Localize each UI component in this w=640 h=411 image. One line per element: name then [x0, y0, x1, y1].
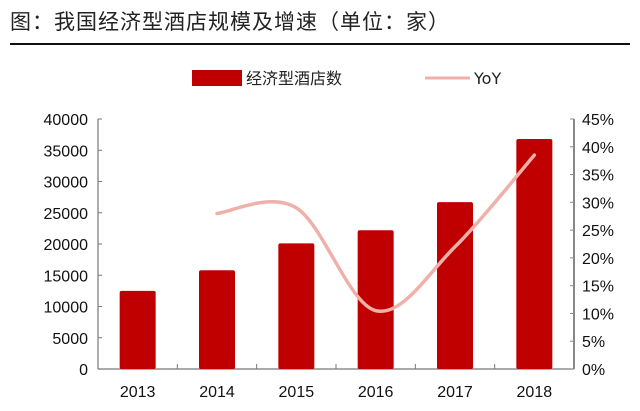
- x-tick-label: 2018: [517, 384, 553, 401]
- right-tick-label: 25%: [582, 223, 614, 240]
- right-tick-label: 10%: [582, 306, 614, 323]
- bar-2013: [119, 290, 156, 369]
- yoy-line: [215, 153, 537, 313]
- right-tick-label: 45%: [582, 112, 614, 129]
- left-tick-label: 10000: [44, 300, 89, 317]
- right-tick-label: 15%: [582, 279, 614, 296]
- x-tick-label: 2015: [279, 384, 315, 401]
- legend: 经济型酒店数 YoY: [192, 69, 501, 88]
- right-tick-label: 35%: [582, 168, 614, 185]
- right-tick-label: 20%: [582, 251, 614, 268]
- bar-2014: [199, 270, 235, 369]
- legend-bar-swatch: [192, 70, 242, 86]
- left-tick-label: 0: [79, 362, 88, 379]
- left-tick-label: 40000: [44, 112, 89, 129]
- right-tick-label: 40%: [582, 140, 614, 157]
- x-tick-label: 2016: [358, 384, 394, 401]
- left-tick-label: 35000: [44, 143, 89, 160]
- left-tick-label: 25000: [44, 206, 89, 223]
- left-tick-label: 5000: [52, 331, 88, 348]
- x-tick-label: 2013: [120, 384, 156, 401]
- left-tick-label: 30000: [44, 175, 89, 192]
- x-tick-label: 2017: [437, 384, 473, 401]
- bar-2018: [516, 139, 553, 369]
- right-tick-label: 5%: [582, 334, 605, 351]
- left-tick-label: 15000: [44, 268, 89, 285]
- legend-line-label: YoY: [473, 69, 501, 88]
- legend-bar-label: 经济型酒店数: [246, 69, 342, 88]
- left-tick-label: 20000: [44, 237, 89, 254]
- bar-2016: [357, 230, 394, 369]
- bar-2017: [437, 202, 473, 369]
- right-tick-label: 30%: [582, 195, 614, 212]
- title-divider: [10, 43, 630, 45]
- bar-2015: [278, 243, 315, 369]
- chart-title: 图：我国经济型酒店规模及增速（单位：家）: [10, 10, 450, 34]
- right-tick-label: 0%: [582, 362, 605, 379]
- x-tick-label: 2014: [199, 384, 235, 401]
